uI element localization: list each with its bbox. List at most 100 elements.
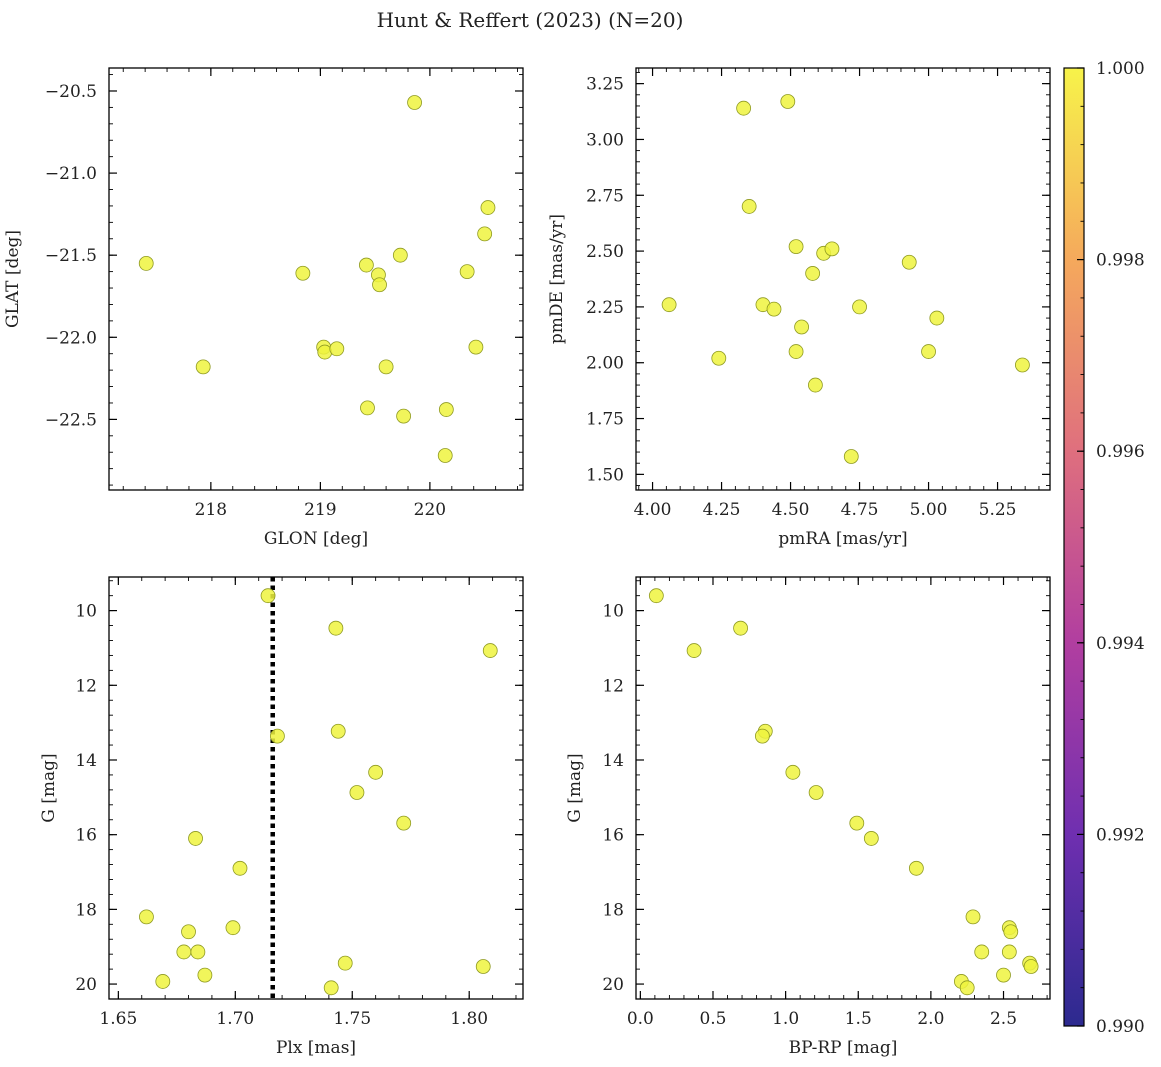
- y-tick-label: 12: [75, 676, 97, 696]
- y-axis-label: G [mag]: [565, 753, 585, 822]
- data-point: [788, 344, 804, 359]
- colorbar-tick-label: 0.992: [1096, 825, 1145, 845]
- panel-1: 218 219 220 −20.5 −21.0 −21.5 −22.0 −22.5 GLON […: [3, 67, 524, 549]
- y-tick-label: −20.5: [45, 82, 97, 102]
- x-tick-label: 4.25: [703, 500, 741, 520]
- y-tick-label: 3.00: [586, 130, 624, 150]
- x-tick-label: 1.80: [450, 1009, 488, 1029]
- x-tick-label: 5.00: [910, 500, 948, 520]
- x-tick-label: 4.50: [772, 500, 810, 520]
- panels: 218 219 220 −20.5 −21.0 −21.5 −22.0 −22.5 GLON […: [3, 67, 1051, 1058]
- data-point: [788, 239, 804, 255]
- data-point: [711, 350, 727, 366]
- data-point: [396, 408, 412, 424]
- data-point: [323, 980, 339, 996]
- data-point: [808, 785, 824, 800]
- data-point: [459, 264, 475, 280]
- data-point: [407, 95, 422, 110]
- data-point: [232, 860, 248, 876]
- data-point: [686, 643, 702, 658]
- data-point: [181, 924, 196, 940]
- x-tick-label: 5.25: [979, 500, 1017, 520]
- data-point: [195, 359, 211, 375]
- data-point: [849, 815, 865, 831]
- y-tick-label: 1.50: [586, 465, 624, 485]
- data-point: [908, 860, 924, 876]
- data-point: [270, 728, 285, 744]
- x-tick-label: 1.5: [845, 1009, 872, 1029]
- y-tick-label: 2.75: [586, 186, 624, 206]
- data-point: [1015, 357, 1030, 373]
- data-point: [392, 247, 408, 263]
- colorbar-tick-label: 0.998: [1096, 251, 1145, 271]
- data-point: [766, 301, 782, 317]
- y-tick-label: −21.0: [45, 164, 97, 184]
- data-point: [349, 785, 365, 800]
- data-point: [337, 955, 353, 971]
- data-point: [901, 254, 917, 270]
- data-point: [475, 959, 491, 974]
- y-tick-label: 12: [602, 676, 624, 696]
- data-point: [368, 764, 384, 780]
- data-point: [482, 643, 498, 658]
- data-point: [959, 980, 975, 996]
- y-tick-label: 2.00: [586, 354, 624, 374]
- data-point: [437, 448, 453, 463]
- y-tick-label: 14: [602, 751, 624, 771]
- data-point: [974, 944, 990, 960]
- y-tick-label: −22.5: [45, 410, 97, 430]
- data-point: [138, 256, 154, 271]
- data-point: [754, 728, 770, 744]
- plot-frame: [108, 67, 524, 491]
- data-point: [155, 974, 171, 989]
- data-point: [329, 341, 345, 357]
- data-point: [852, 299, 867, 315]
- x-tick-label: 2.5: [990, 1009, 1017, 1029]
- data-point: [863, 831, 879, 846]
- y-tick-label: −22.0: [45, 328, 97, 348]
- data-point: [785, 764, 801, 780]
- x-tick-label: 4.75: [841, 500, 879, 520]
- data-point: [188, 831, 203, 846]
- x-tick-label: 4.00: [634, 500, 672, 520]
- y-tick-label: 16: [75, 826, 97, 846]
- colorbar: 0.990 0.992 0.994 0.996 0.998 1.000: [1063, 59, 1145, 1037]
- panel-4: 0.0 0.5 1.0 1.5 2.0 2.5 10 12 14 16 18 20 BP-RP [mag…: [565, 576, 1051, 1058]
- data-point: [921, 344, 936, 359]
- data-point: [648, 588, 664, 604]
- colorbar-tick-label: 0.996: [1096, 442, 1145, 462]
- data-point: [190, 944, 206, 960]
- data-point: [733, 620, 748, 636]
- y-axis-label: G [mag]: [39, 753, 59, 822]
- y-tick-label: 10: [75, 602, 97, 622]
- x-tick-label: 220: [414, 500, 446, 520]
- data-point: [843, 449, 859, 464]
- x-axis-label: BP-RP [mag]: [789, 1038, 898, 1058]
- y-tick-label: 2.50: [586, 242, 624, 262]
- data-point: [197, 967, 213, 983]
- data-point: [736, 100, 752, 116]
- colorbar-tick-label: 1.000: [1096, 59, 1145, 79]
- x-tick-label: 1.75: [333, 1009, 371, 1029]
- x-axis-label: pmRA [mas/yr]: [778, 529, 907, 549]
- y-tick-label: 16: [602, 826, 624, 846]
- data-point: [477, 226, 493, 242]
- panel-2: 4.00 4.25 4.50 4.75 5.00 5.25 1.50 1.75 2.00 2.25…: [547, 67, 1051, 549]
- data-point: [824, 241, 840, 257]
- y-tick-label: 14: [75, 751, 97, 771]
- y-tick-label: 3.25: [586, 75, 624, 95]
- data-point: [225, 920, 241, 936]
- x-axis-label: Plx [mas]: [276, 1038, 356, 1058]
- data-point: [1001, 944, 1017, 960]
- y-tick-label: 10: [602, 602, 624, 622]
- plot-frame: [108, 576, 524, 1000]
- colorbar-tick-label: 0.994: [1096, 634, 1145, 654]
- data-point: [794, 319, 809, 335]
- data-point: [965, 909, 981, 925]
- colorbar-tick-label: 0.990: [1096, 1017, 1145, 1037]
- data-point: [328, 620, 344, 636]
- data-point: [468, 339, 484, 355]
- data-point: [358, 257, 374, 273]
- y-axis-label: GLAT [deg]: [3, 230, 23, 328]
